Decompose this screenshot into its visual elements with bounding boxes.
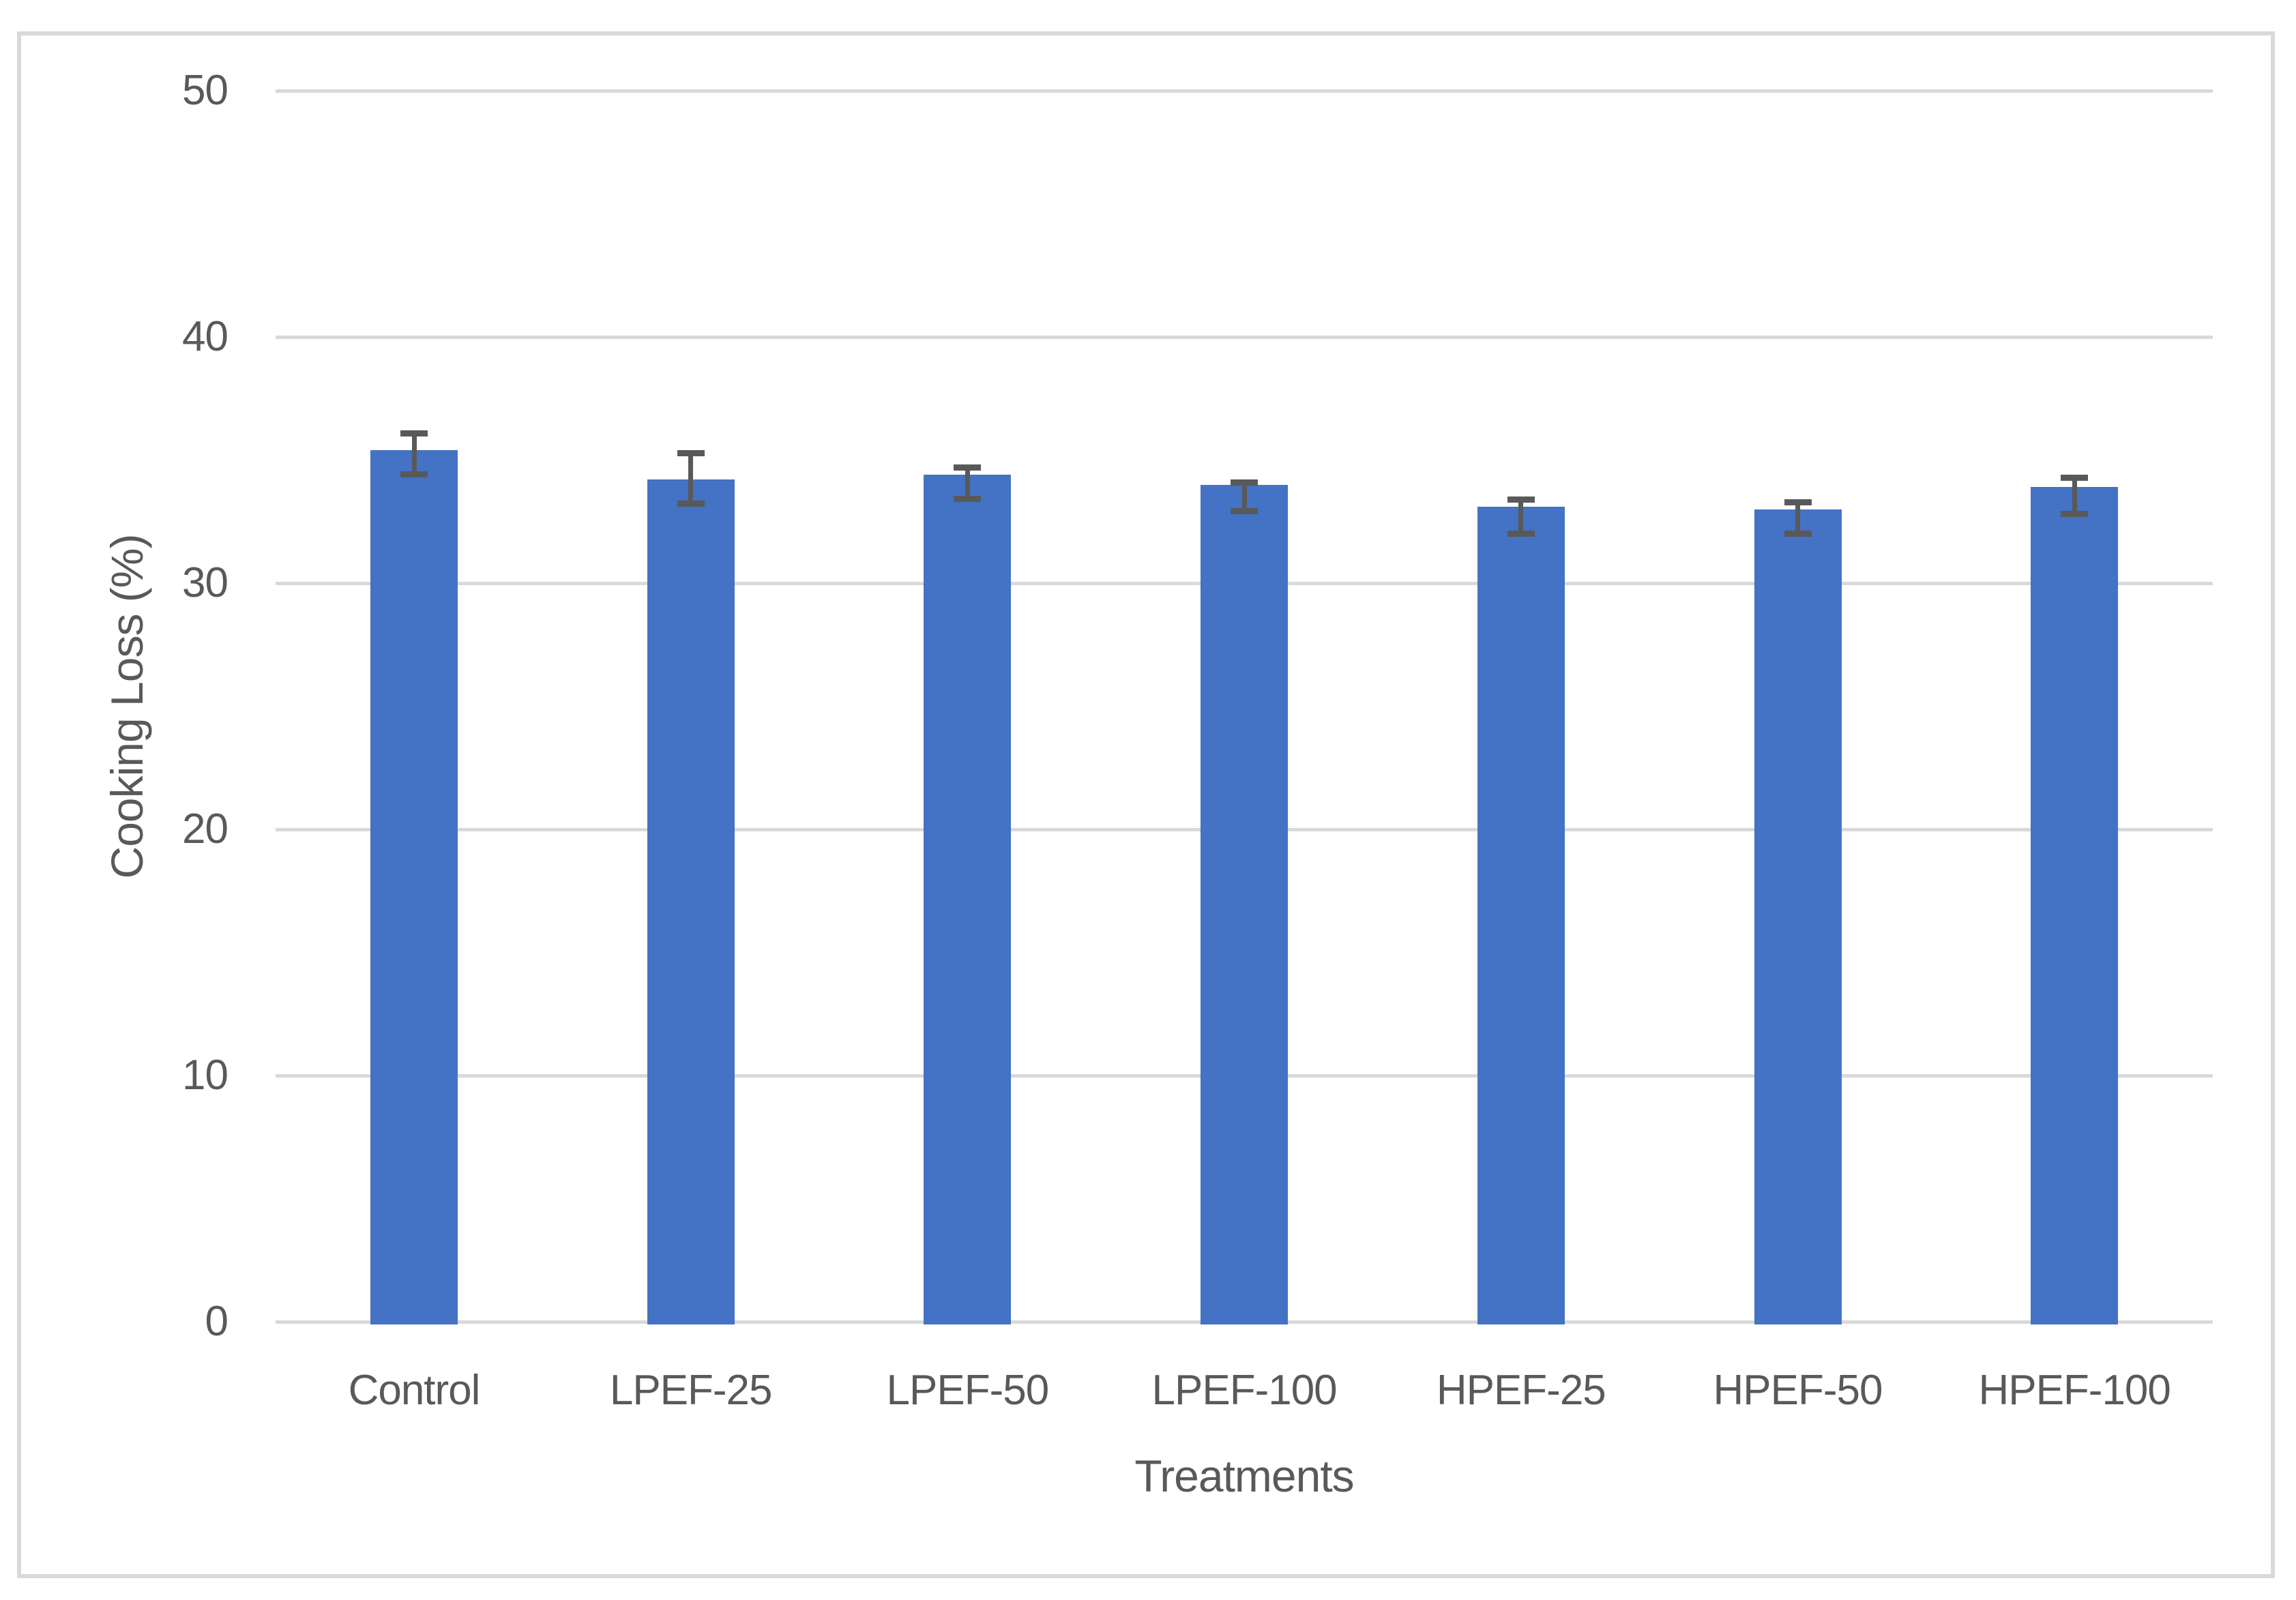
x-axis-title: Treatments: [1134, 1451, 1354, 1501]
error-bar-lpef-50: [965, 467, 970, 500]
error-bar-hpef-25: [1518, 499, 1524, 534]
x-tick-label-lpef-100: LPEF-100: [1151, 1367, 1338, 1414]
y-axis-title: Cooking Loss (%): [102, 534, 152, 878]
error-cap-top-hpef-25: [1507, 497, 1535, 503]
y-tick-label-10: 10: [182, 1052, 229, 1099]
error-cap-top-lpef-50: [954, 464, 982, 471]
error-bar-hpef-50: [1795, 501, 1800, 534]
error-bar-lpef-100: [1241, 482, 1247, 512]
x-tick-label-hpef-50: HPEF-50: [1713, 1367, 1883, 1414]
error-cap-bottom-lpef-50: [954, 496, 982, 503]
error-bar-control: [411, 432, 417, 475]
bar-hpef-25: [1477, 507, 1565, 1324]
error-cap-bottom-control: [400, 471, 428, 478]
error-cap-bottom-lpef-100: [1231, 508, 1259, 515]
error-cap-bottom-lpef-25: [677, 501, 705, 507]
gridline-50: [276, 89, 2213, 93]
bar-lpef-100: [1201, 484, 1289, 1324]
bar-hpef-50: [1754, 509, 1842, 1324]
x-tick-label-hpef-100: HPEF-100: [1978, 1367, 2170, 1414]
bar-control: [370, 450, 458, 1324]
error-cap-top-hpef-100: [2061, 474, 2089, 481]
y-tick-label-20: 20: [182, 805, 229, 853]
y-tick-label-50: 50: [182, 67, 229, 114]
bar-hpef-100: [2031, 487, 2119, 1324]
error-cap-top-control: [400, 430, 428, 436]
error-cap-top-hpef-50: [1784, 499, 1812, 505]
x-tick-label-control: Control: [348, 1367, 481, 1414]
x-tick-label-hpef-25: HPEF-25: [1436, 1367, 1606, 1414]
error-bar-lpef-25: [688, 452, 694, 505]
error-bar-hpef-100: [2072, 477, 2077, 514]
bar-lpef-25: [647, 479, 735, 1324]
error-cap-top-lpef-100: [1231, 479, 1259, 486]
chart-border: [17, 31, 2275, 1578]
error-cap-top-lpef-25: [677, 449, 705, 456]
bar-lpef-50: [924, 475, 1012, 1324]
gridline-40: [276, 336, 2213, 339]
x-tick-label-lpef-25: LPEF-25: [609, 1367, 773, 1414]
y-tick-label-30: 30: [182, 559, 229, 606]
error-cap-bottom-hpef-50: [1784, 530, 1812, 537]
y-tick-label-0: 0: [205, 1298, 229, 1345]
y-tick-label-40: 40: [182, 313, 229, 360]
x-tick-label-lpef-50: LPEF-50: [886, 1367, 1050, 1414]
error-cap-bottom-hpef-100: [2061, 510, 2089, 517]
error-cap-bottom-hpef-25: [1507, 530, 1535, 537]
